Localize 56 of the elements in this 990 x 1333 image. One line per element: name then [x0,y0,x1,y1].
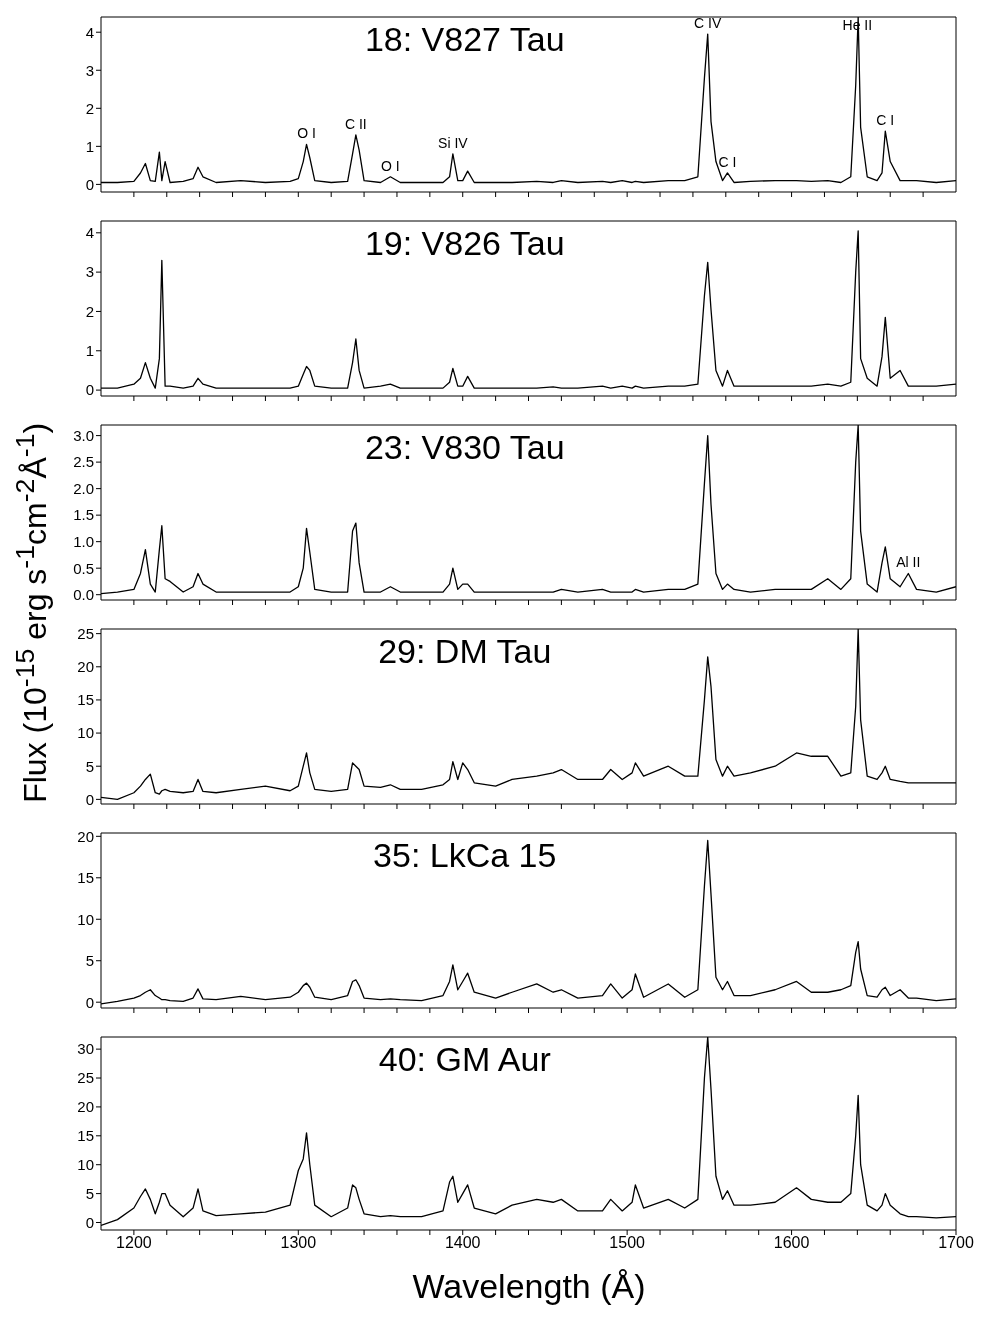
chart-title: 18: V827 Tau [363,20,566,59]
y-tick-label: 5 [85,1184,94,1202]
annotation: C I [718,153,737,170]
y-tick-label: 15 [77,691,94,709]
y-tick-label: 1.0 [73,532,94,550]
y-tick-label: 20 [77,1098,94,1116]
x-tick-label: 1700 [938,1234,974,1252]
y-tick-label: 4 [85,23,94,41]
y-tick-label: 5 [85,952,94,970]
y-tick-label: 20 [77,827,94,845]
y-tick-label: 1.5 [73,506,94,524]
y-tick-label: 20 [77,658,94,676]
y-tick-label: 0 [85,993,94,1011]
chart-title: 29: DM Tau [377,632,553,671]
annotation: Al II [896,554,921,571]
y-tick-label: 0 [85,381,94,399]
y-tick-label: 0 [85,175,94,193]
y-tick-label: 1 [85,137,94,155]
y-tick-label: 15 [77,869,94,887]
chart-title: 23: V830 Tau [363,428,566,467]
y-tick-label: 1 [85,342,94,360]
y-tick-label: 25 [77,1069,94,1087]
annotation: C IV [694,15,722,32]
y-tick-label: 2.0 [73,479,94,497]
y-tick-label: 25 [77,624,94,642]
x-tick-label: 1300 [280,1234,317,1252]
y-tick-label: 10 [77,724,94,742]
x-tick-label: 1400 [444,1234,481,1252]
annotation: C I [876,112,895,129]
x-tick-label: 1200 [116,1234,152,1252]
y-tick-label: 0 [85,790,94,808]
annotation: Si IV [438,134,469,151]
y-tick-label: 4 [85,224,94,242]
y-tick-label: 3.0 [73,426,94,444]
chart-title: 40: GM Aur [377,1040,552,1079]
chart-title: 35: LkCa 15 [372,836,558,875]
x-tick-label: 1500 [609,1234,646,1252]
y-tick-label: 2.5 [73,453,94,471]
x-axis-title: Wavelength (Å) [411,1267,647,1306]
y-tick-label: 3 [85,263,94,281]
y-tick-label: 3 [85,61,94,79]
y-tick-label: 0.0 [73,586,94,604]
y-tick-label: 10 [77,1156,94,1174]
annotation: C II [344,115,367,132]
y-tick-label: 15 [77,1127,94,1145]
annotation: O I [297,125,316,142]
y-tick-label: 0 [85,1213,94,1231]
y-tick-label: 0.5 [73,559,94,577]
y-tick-label: 2 [85,99,94,117]
chart-title: 19: V826 Tau [363,224,566,263]
y-tick-label: 30 [77,1040,94,1058]
annotation: O I [381,157,400,174]
y-tick-label: 2 [85,302,94,320]
y-tick-label: 5 [85,757,94,775]
y-tick-label: 10 [77,910,94,928]
x-tick-label: 1600 [773,1234,810,1252]
